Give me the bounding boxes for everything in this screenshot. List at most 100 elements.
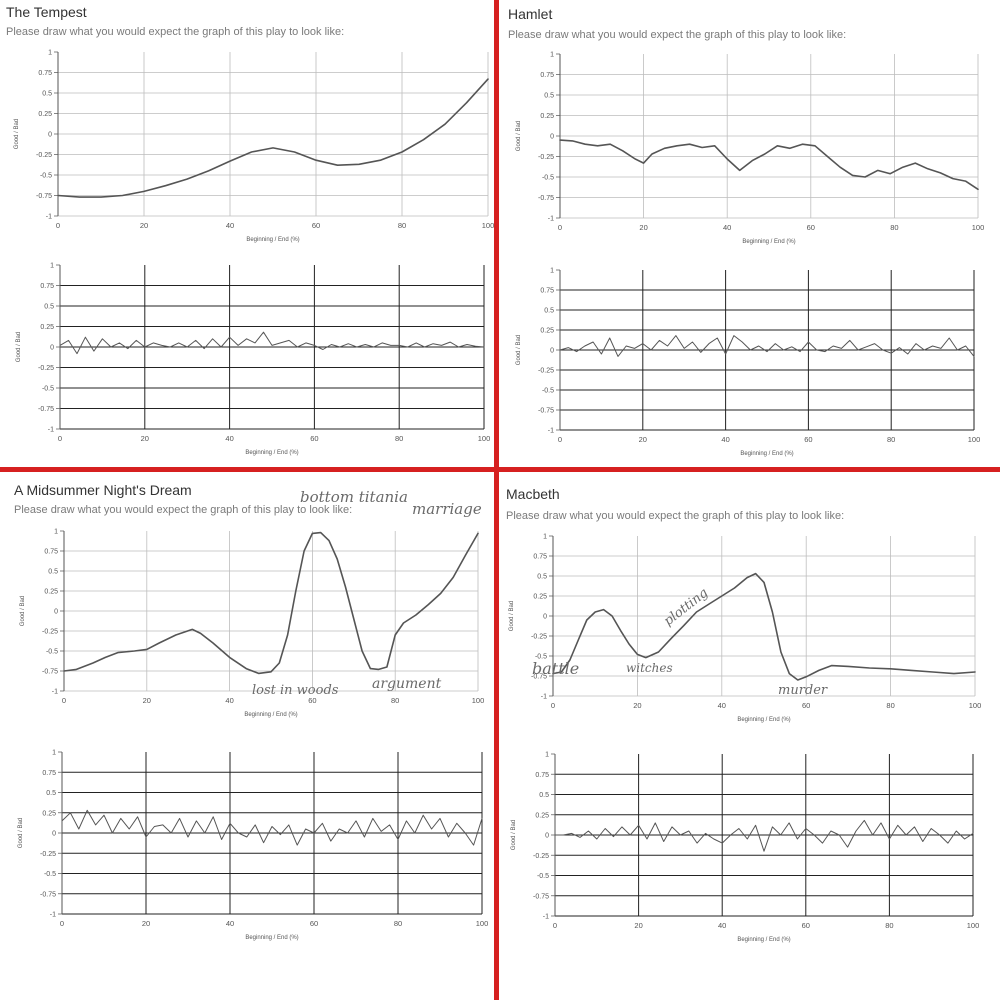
y-tick-label: 0.75 bbox=[38, 70, 52, 77]
y-tick-label: -0.5 bbox=[44, 871, 56, 878]
chart-7: 1 0.75 0.5 0.25 0 -0.25 -0.5 -0.75 -1 0 20 40 60 80 10… bbox=[511, 752, 979, 944]
annotation-lost-in-woods: lost in woods bbox=[252, 683, 339, 698]
y-tick-label: -1 bbox=[52, 689, 58, 696]
x-tick-label: 0 bbox=[553, 921, 557, 930]
prompt-tempest: Please draw what you would expect the gr… bbox=[6, 26, 345, 38]
x-tick-label: 60 bbox=[310, 919, 318, 928]
y-tick-label: -0.75 bbox=[538, 408, 554, 415]
y-tick-label: -1 bbox=[548, 428, 554, 435]
series-line bbox=[559, 139, 979, 191]
x-tick-label: 0 bbox=[558, 223, 562, 232]
quadrant-tempest bbox=[0, 0, 494, 467]
y-tick-label: -0.75 bbox=[42, 669, 58, 676]
y-tick-label: -0.25 bbox=[38, 365, 54, 372]
y-tick-label: 0.25 bbox=[540, 113, 554, 120]
y-tick-label: 0.25 bbox=[44, 589, 58, 596]
x-tick-label: 60 bbox=[804, 435, 812, 444]
y-tick-label: 0.5 bbox=[544, 308, 554, 315]
y-tick-label: 1 bbox=[52, 750, 56, 757]
x-tick-label: 60 bbox=[310, 434, 318, 443]
y-tick-label: 1 bbox=[48, 50, 52, 57]
y-tick-label: 1 bbox=[50, 263, 54, 270]
y-tick-label: 0.5 bbox=[42, 91, 52, 98]
y-axis-label: Good / Bad bbox=[511, 820, 517, 850]
x-tick-label: 80 bbox=[885, 921, 893, 930]
x-tick-label: 20 bbox=[633, 701, 641, 710]
play-title-midsummer: A Midsummer Night's Dream bbox=[14, 482, 192, 498]
y-tick-label: 0.5 bbox=[544, 93, 554, 100]
y-tick-label: -0.5 bbox=[537, 873, 549, 880]
series-line bbox=[554, 819, 974, 852]
y-tick-label: 0.75 bbox=[44, 549, 58, 556]
x-tick-label: 40 bbox=[225, 434, 233, 443]
y-tick-label: 0.25 bbox=[533, 594, 547, 601]
x-axis-label: Beginning / End (%) bbox=[742, 239, 795, 245]
y-tick-label: -0.25 bbox=[538, 154, 554, 161]
series-line bbox=[57, 78, 489, 198]
annotation-marriage: marriage bbox=[412, 500, 482, 518]
x-tick-label: 100 bbox=[969, 701, 982, 710]
y-tick-label: -0.75 bbox=[36, 193, 52, 200]
y-tick-label: -0.5 bbox=[42, 386, 54, 393]
x-tick-label: 20 bbox=[143, 696, 151, 705]
y-tick-label: -0.25 bbox=[40, 851, 56, 858]
vertical-divider bbox=[494, 0, 499, 1000]
x-tick-label: 20 bbox=[639, 223, 647, 232]
y-tick-label: -1 bbox=[46, 214, 52, 221]
y-tick-label: 0.25 bbox=[535, 812, 549, 819]
x-tick-label: 60 bbox=[802, 921, 810, 930]
x-axis-label: Beginning / End (%) bbox=[737, 937, 790, 943]
y-tick-label: 0.75 bbox=[40, 283, 54, 290]
prompt-macbeth: Please draw what you would expect the gr… bbox=[506, 510, 845, 522]
x-tick-label: 100 bbox=[472, 696, 485, 705]
x-tick-label: 0 bbox=[551, 701, 555, 710]
y-tick-label: 0.75 bbox=[540, 288, 554, 295]
prompt-hamlet: Please draw what you would expect the gr… bbox=[508, 29, 847, 41]
y-tick-label: -0.75 bbox=[538, 195, 554, 202]
y-tick-label: -1 bbox=[48, 427, 54, 434]
y-tick-label: 0.25 bbox=[40, 324, 54, 331]
y-tick-label: 0.75 bbox=[533, 554, 547, 561]
series-line bbox=[559, 335, 975, 357]
y-tick-label: 0 bbox=[543, 614, 547, 621]
x-axis-label: Beginning / End (%) bbox=[244, 712, 297, 718]
prompt-midsummer: Please draw what you would expect the gr… bbox=[14, 504, 353, 516]
x-axis-label: Beginning / End (%) bbox=[246, 237, 299, 243]
x-tick-label: 60 bbox=[807, 223, 815, 232]
y-tick-label: 0 bbox=[550, 134, 554, 141]
annotation-battle: battle bbox=[532, 659, 579, 678]
y-tick-label: 0.75 bbox=[535, 772, 549, 779]
y-tick-label: 0 bbox=[50, 345, 54, 352]
y-tick-label: -1 bbox=[543, 914, 549, 921]
chart-6: 1 0.75 0.5 0.25 0 -0.25 -0.5 -0.75 -1 0 20 40 60 80 10… bbox=[509, 534, 981, 724]
x-tick-label: 100 bbox=[967, 921, 980, 930]
y-axis-label: Good / Bad bbox=[16, 332, 22, 362]
x-tick-label: 100 bbox=[968, 435, 981, 444]
y-tick-label: 0.75 bbox=[42, 770, 56, 777]
x-tick-label: 0 bbox=[62, 696, 66, 705]
annotation-argument: argument bbox=[372, 676, 442, 692]
series-line bbox=[59, 331, 485, 355]
x-tick-label: 40 bbox=[723, 223, 731, 232]
x-tick-label: 80 bbox=[890, 223, 898, 232]
y-tick-label: -0.75 bbox=[533, 893, 549, 900]
y-tick-label: -0.25 bbox=[538, 368, 554, 375]
x-tick-label: 0 bbox=[558, 435, 562, 444]
y-tick-label: 0.25 bbox=[38, 111, 52, 118]
play-title-macbeth: Macbeth bbox=[506, 486, 560, 502]
x-tick-label: 80 bbox=[394, 919, 402, 928]
x-tick-label: 20 bbox=[634, 921, 642, 930]
y-tick-label: 1 bbox=[550, 52, 554, 59]
y-tick-label: -0.5 bbox=[40, 173, 52, 180]
y-tick-label: 0.5 bbox=[537, 574, 547, 581]
y-tick-label: 0.25 bbox=[540, 328, 554, 335]
x-tick-label: 20 bbox=[142, 919, 150, 928]
x-tick-label: 80 bbox=[391, 696, 399, 705]
x-tick-label: 40 bbox=[225, 696, 233, 705]
y-tick-label: -0.5 bbox=[542, 175, 554, 182]
y-tick-label: -0.75 bbox=[40, 891, 56, 898]
y-tick-label: -1 bbox=[50, 912, 56, 919]
x-tick-label: 60 bbox=[312, 221, 320, 230]
y-tick-label: 0 bbox=[54, 609, 58, 616]
